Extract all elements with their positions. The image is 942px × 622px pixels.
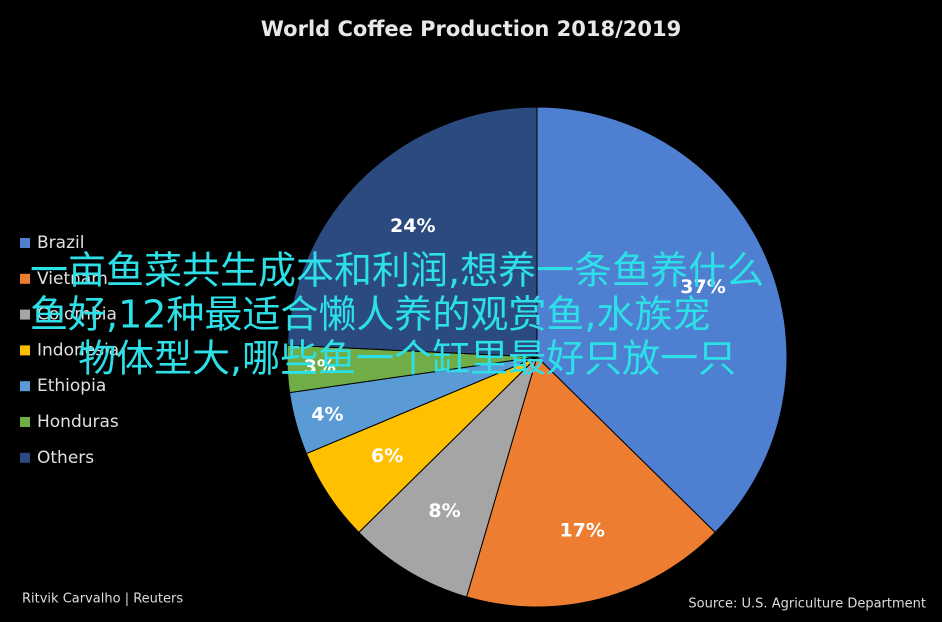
data-label: 6% (371, 445, 403, 467)
pie-slice (536, 106, 788, 534)
data-label: 17% (559, 520, 604, 542)
legend-swatch (20, 345, 30, 356)
source: Source: U.S. Agriculture Department (688, 597, 926, 612)
legend-swatch (20, 273, 30, 284)
legend-swatch (20, 417, 30, 427)
legend-label: Ethiopia (37, 376, 106, 396)
legend-label: Others (37, 448, 94, 468)
legend-label: Indonesia (37, 340, 119, 360)
chart-title: World Coffee Production 2018/2019 (261, 17, 681, 41)
data-label: 24% (390, 215, 435, 237)
legend-label: Honduras (37, 412, 119, 432)
pie-slice (358, 355, 539, 598)
pie-slice (286, 106, 538, 358)
overlay-text: 一亩鱼菜共生成本和利润,想养一条鱼养什么 (30, 249, 764, 293)
legend-label: Vietnam (37, 269, 108, 289)
legend-swatch (20, 452, 30, 463)
data-label: 8% (428, 500, 460, 522)
legend-swatch (20, 238, 30, 248)
legend-label: Brazil (37, 233, 84, 253)
pie-slice (465, 356, 716, 608)
legend-swatch (20, 381, 30, 392)
data-label: 37% (680, 276, 725, 298)
data-label: 3% (304, 356, 336, 378)
credit: Ritvik Carvalho | Reuters (22, 592, 183, 607)
data-label: 4% (311, 403, 343, 425)
legend-label: Colombia (37, 305, 117, 325)
overlay-text: 物体型大,哪些鱼一个缸里最好只放一只 (78, 337, 736, 381)
legend-swatch (20, 309, 30, 320)
overlay-text: 鱼好,12种最适合懒人养的观赏鱼,水族宠 (30, 293, 711, 337)
